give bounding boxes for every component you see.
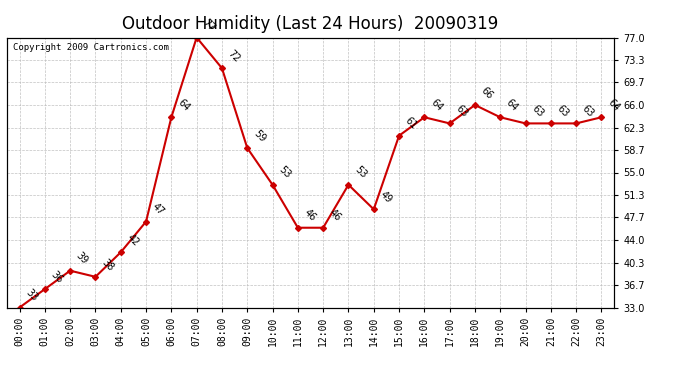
Text: 36: 36 <box>49 269 65 285</box>
Text: 61: 61 <box>403 116 419 132</box>
Text: 77: 77 <box>201 17 217 33</box>
Text: 63: 63 <box>530 104 546 119</box>
Text: 64: 64 <box>428 98 444 113</box>
Text: 42: 42 <box>125 232 141 248</box>
Text: 66: 66 <box>479 85 495 101</box>
Text: 64: 64 <box>606 98 622 113</box>
Text: 72: 72 <box>226 48 242 64</box>
Text: 63: 63 <box>555 104 571 119</box>
Text: 46: 46 <box>327 208 343 224</box>
Text: 46: 46 <box>302 208 318 224</box>
Text: 39: 39 <box>75 251 90 267</box>
Text: 49: 49 <box>378 189 394 205</box>
Text: 33: 33 <box>23 288 39 303</box>
Text: 64: 64 <box>504 98 520 113</box>
Text: Copyright 2009 Cartronics.com: Copyright 2009 Cartronics.com <box>13 43 169 52</box>
Text: 64: 64 <box>175 98 191 113</box>
Text: 63: 63 <box>580 104 596 119</box>
Text: 47: 47 <box>150 202 166 217</box>
Text: 53: 53 <box>277 165 293 181</box>
Text: 53: 53 <box>353 165 368 181</box>
Text: 59: 59 <box>251 128 267 144</box>
Text: 38: 38 <box>99 257 115 273</box>
Text: Outdoor Humidity (Last 24 Hours)  20090319: Outdoor Humidity (Last 24 Hours) 2009031… <box>122 15 499 33</box>
Text: 63: 63 <box>454 104 470 119</box>
